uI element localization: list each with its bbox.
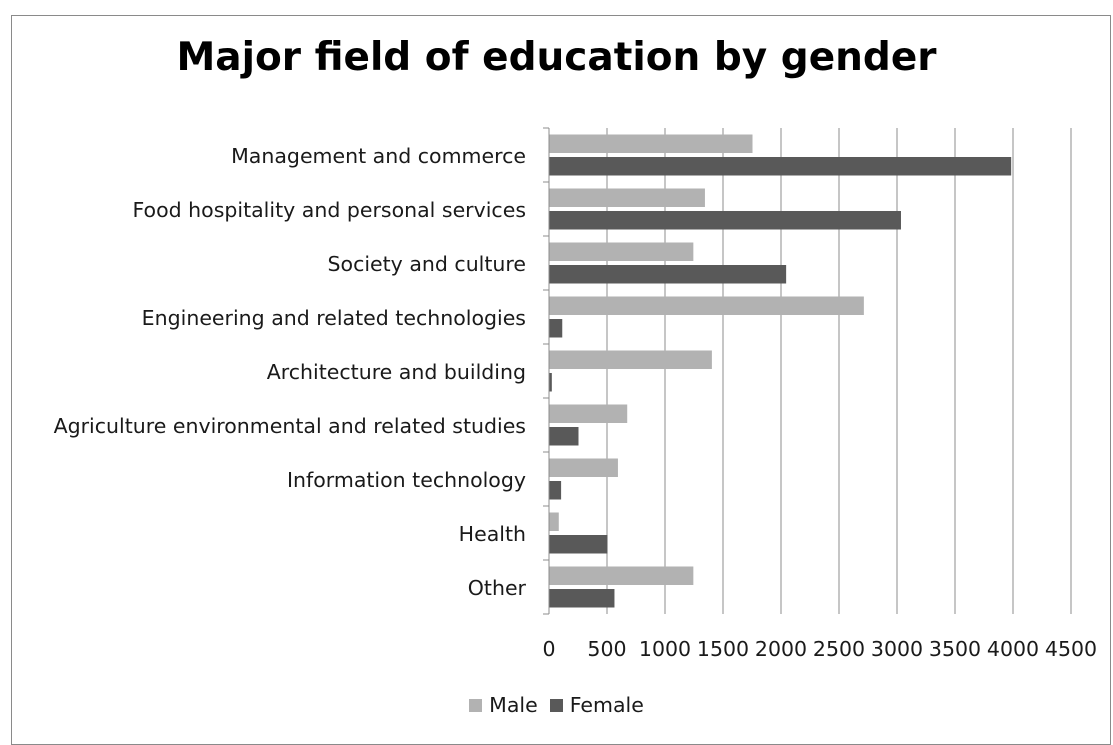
bar-male <box>549 188 705 207</box>
bar-male <box>549 404 628 423</box>
bar-female <box>549 319 563 338</box>
bar-female <box>549 265 787 284</box>
legend-item-female: Female <box>549 693 644 717</box>
bar-female <box>549 157 1012 176</box>
legend-label-female: Female <box>569 693 644 717</box>
x-tick-label: 0 <box>542 637 555 661</box>
x-tick-label: 3500 <box>929 637 981 661</box>
category-label: Other <box>468 576 527 600</box>
bar-female <box>549 373 552 392</box>
chart-title: Major field of education by gender <box>176 35 937 80</box>
bar-male <box>549 134 753 153</box>
legend-item-male: Male <box>469 693 538 717</box>
category-label: Management and commerce <box>231 144 526 168</box>
x-tick-label: 500 <box>587 637 626 661</box>
x-tick-label: 2500 <box>813 637 865 661</box>
legend-label-male: Male <box>489 693 538 717</box>
bar-female <box>549 535 608 554</box>
bar-male <box>549 350 712 369</box>
category-label: Information technology <box>287 468 526 492</box>
x-tick-label: 1000 <box>639 637 691 661</box>
category-label: Agriculture environmental and related st… <box>54 414 526 438</box>
legend-swatch-female <box>549 698 563 712</box>
category-label: Health <box>459 522 526 546</box>
bar-male <box>549 566 694 585</box>
category-label: Architecture and building <box>267 360 526 384</box>
bar-male <box>549 242 694 261</box>
legend-swatch-male <box>469 698 483 712</box>
bar-female <box>549 427 579 446</box>
bar-male <box>549 512 559 531</box>
bar-female <box>549 589 615 608</box>
chart-legend: Male Female <box>0 693 1113 717</box>
bar-male <box>549 296 864 315</box>
x-tick-label: 3000 <box>871 637 923 661</box>
x-tick-label: 1500 <box>697 637 749 661</box>
category-label: Food hospitality and personal services <box>132 198 526 222</box>
x-tick-label: 4500 <box>1045 637 1097 661</box>
x-tick-label: 2000 <box>755 637 807 661</box>
bar-male <box>549 458 618 477</box>
category-label: Engineering and related technologies <box>142 306 526 330</box>
bar-female <box>549 211 901 230</box>
bar-female <box>549 481 562 500</box>
x-tick-label: 4000 <box>987 637 1039 661</box>
category-label: Society and culture <box>328 252 526 276</box>
